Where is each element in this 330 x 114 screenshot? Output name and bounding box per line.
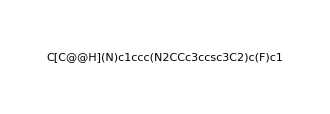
Text: C[C@@H](N)c1ccc(N2CCc3ccsc3C2)c(F)c1: C[C@@H](N)c1ccc(N2CCc3ccsc3C2)c(F)c1 [47, 52, 283, 62]
